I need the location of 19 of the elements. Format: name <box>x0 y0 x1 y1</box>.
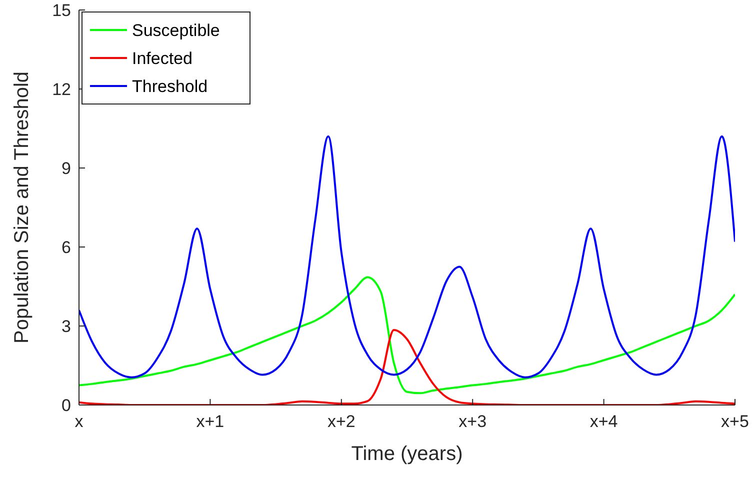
x-tick-label: x+4 <box>590 412 618 431</box>
x-axis-title: Time (years) <box>351 443 463 465</box>
x-tick-label: x <box>74 412 84 431</box>
y-tick-label: 12 <box>52 80 71 99</box>
legend-label: Threshold <box>132 77 208 96</box>
y-tick-label: 9 <box>62 159 71 178</box>
x-tick-label: x+3 <box>458 412 487 431</box>
legend-label: Susceptible <box>132 21 220 40</box>
y-tick-label: 3 <box>62 317 71 336</box>
y-tick-label: 6 <box>62 238 71 257</box>
y-tick-label: 0 <box>62 396 71 415</box>
y-tick-label: 15 <box>52 1 71 20</box>
x-tick-label: x+1 <box>196 412 224 431</box>
line-series <box>79 135 735 378</box>
x-tick-label: x+2 <box>327 412 356 431</box>
line-series <box>79 276 735 394</box>
legend-label: Infected <box>132 49 192 68</box>
y-axis-title: Population Size and Threshold <box>11 71 33 344</box>
x-tick-label: x+5 <box>721 412 749 431</box>
